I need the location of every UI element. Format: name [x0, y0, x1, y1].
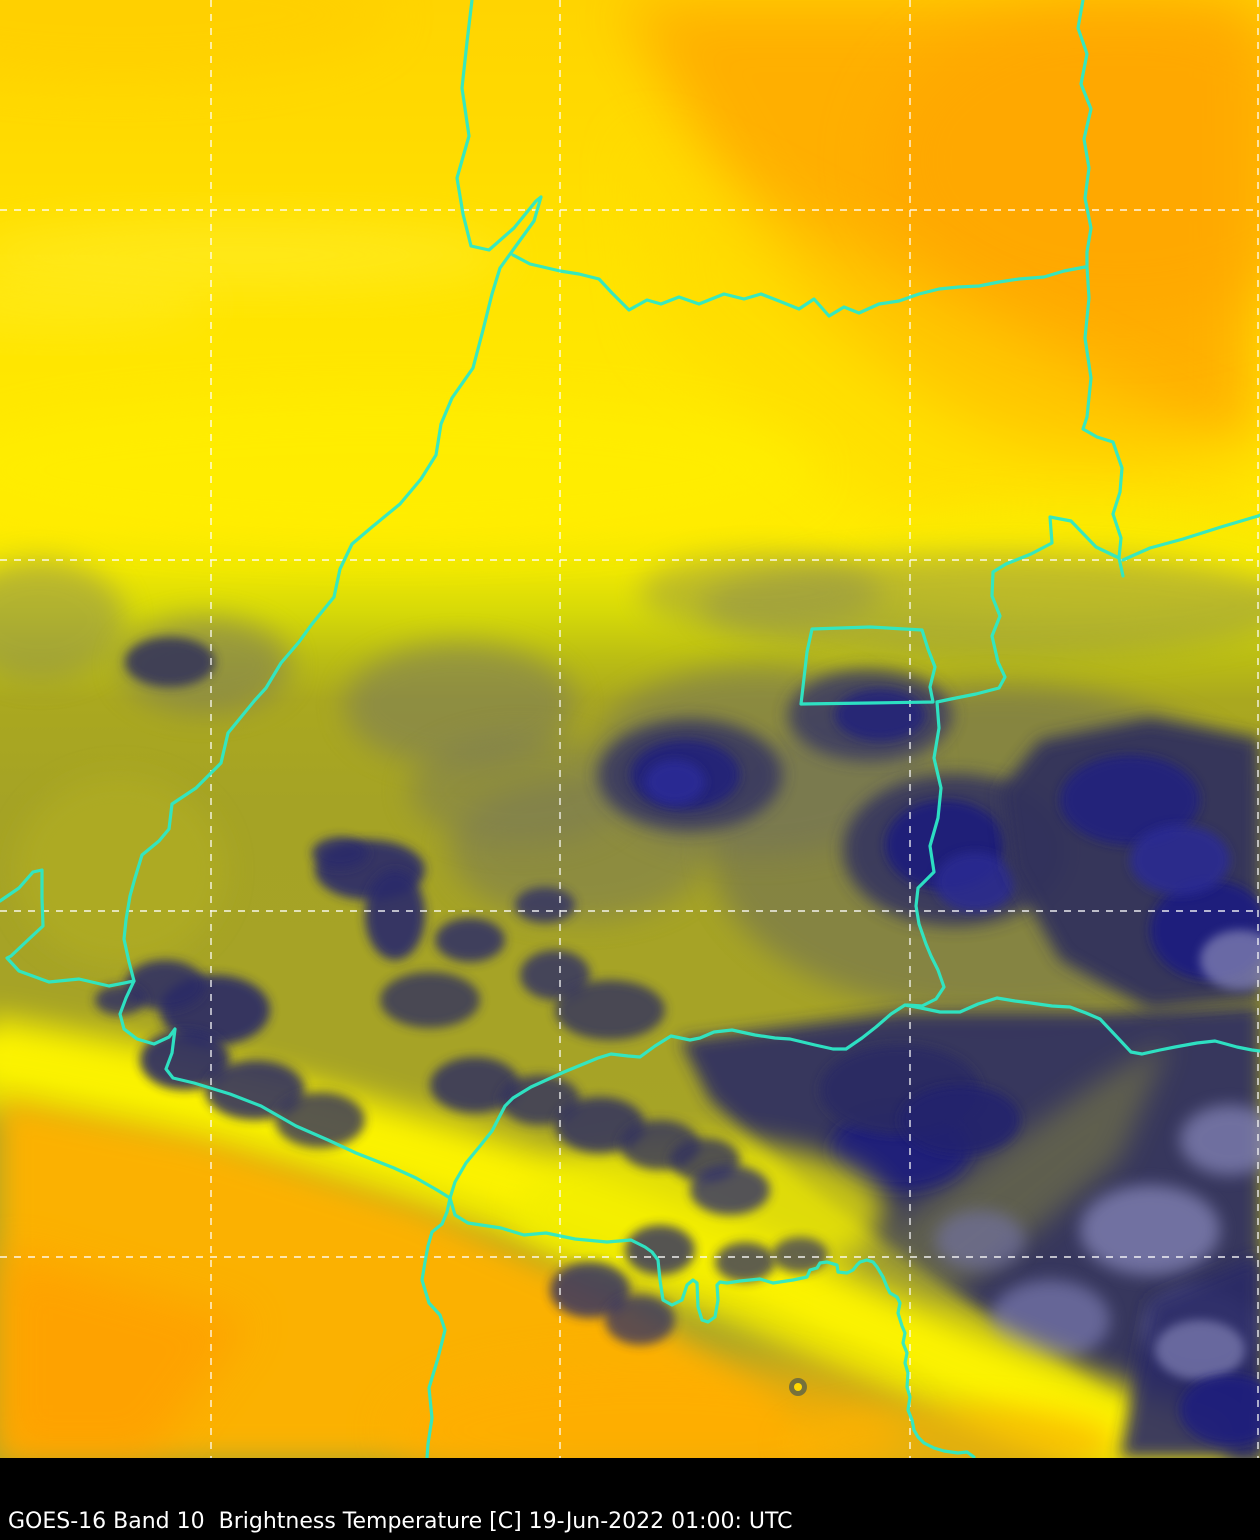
border-northeast-vertical	[1076, 0, 1125, 578]
border-southeast-wiggly	[448, 1196, 976, 1459]
border-zigzag-to-district	[935, 515, 1121, 704]
graticule	[0, 0, 1260, 1458]
border-mid-north-south	[905, 700, 946, 1008]
border-top-east-west	[511, 253, 1087, 318]
border-west-north-south	[122, 0, 543, 983]
cold-cloud-blobs	[95, 637, 1260, 1396]
country-state-borders	[0, 0, 1260, 1460]
caption-bar: GOES-16 Band 10 Brightness Temperature […	[0, 1458, 1260, 1540]
caption-text: GOES-16 Band 10 Brightness Temperature […	[8, 1509, 793, 1534]
border-south-branch	[420, 1196, 452, 1460]
border-west-protrusion	[0, 868, 452, 1200]
federal-district-rectangle	[799, 625, 937, 706]
border-mid-east-west	[448, 996, 1260, 1200]
border-east-diagonal	[1121, 513, 1260, 562]
